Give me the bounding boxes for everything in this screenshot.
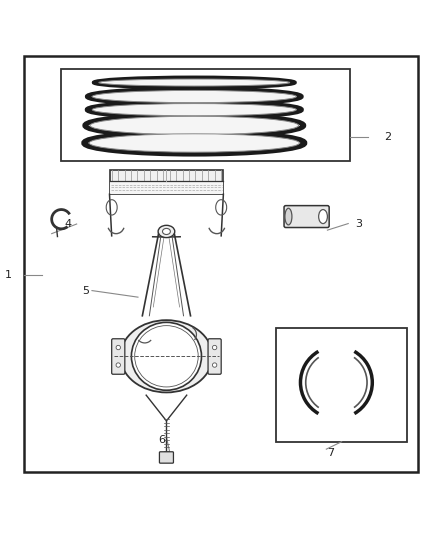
Text: 6: 6: [159, 434, 166, 445]
Ellipse shape: [120, 320, 212, 392]
Ellipse shape: [162, 229, 170, 235]
Ellipse shape: [116, 345, 120, 350]
Ellipse shape: [158, 225, 175, 238]
Ellipse shape: [90, 116, 299, 135]
Text: 5: 5: [82, 286, 89, 296]
Text: 2: 2: [384, 132, 391, 142]
Ellipse shape: [99, 79, 290, 86]
Ellipse shape: [87, 102, 302, 118]
Ellipse shape: [87, 88, 302, 104]
FancyBboxPatch shape: [159, 452, 173, 463]
FancyBboxPatch shape: [208, 339, 221, 374]
Text: 7: 7: [327, 448, 334, 458]
Ellipse shape: [85, 115, 304, 136]
Ellipse shape: [116, 363, 120, 367]
Bar: [110, 181, 223, 194]
Ellipse shape: [94, 77, 295, 88]
Bar: [276, 328, 407, 442]
Text: 1: 1: [5, 270, 12, 280]
Ellipse shape: [131, 322, 201, 390]
Ellipse shape: [92, 103, 297, 116]
Ellipse shape: [92, 91, 297, 103]
Ellipse shape: [89, 134, 300, 152]
Bar: [110, 170, 223, 194]
Ellipse shape: [318, 209, 327, 223]
FancyBboxPatch shape: [284, 206, 329, 228]
Bar: [61, 69, 350, 161]
Ellipse shape: [84, 132, 305, 154]
Text: 4: 4: [64, 219, 71, 229]
Ellipse shape: [212, 363, 217, 367]
Ellipse shape: [285, 208, 292, 225]
Text: 3: 3: [356, 219, 363, 229]
Ellipse shape: [212, 345, 217, 350]
FancyBboxPatch shape: [112, 339, 125, 374]
